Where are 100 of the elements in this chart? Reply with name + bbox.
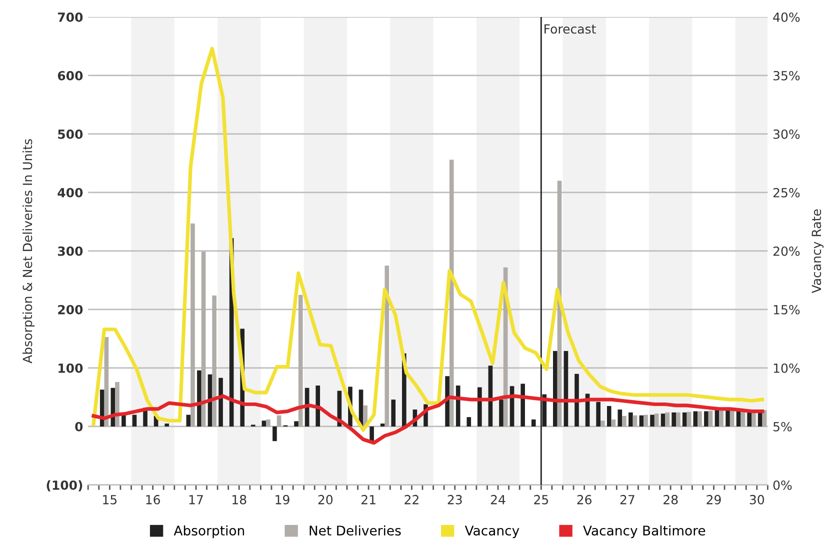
bar xyxy=(218,378,223,426)
bar xyxy=(110,388,116,426)
bar xyxy=(654,414,659,426)
bar xyxy=(708,410,713,426)
y-tick-label: 300 xyxy=(58,246,83,256)
y-tick-label: 600 xyxy=(58,70,83,80)
bar xyxy=(672,412,676,426)
bar xyxy=(186,414,191,426)
bar xyxy=(553,351,558,426)
x-tick-label: 16 xyxy=(146,494,160,504)
y-tick-label: 400 xyxy=(58,188,83,198)
bar xyxy=(628,412,633,426)
x-tick-label: 26 xyxy=(577,494,592,504)
bar xyxy=(276,415,282,426)
bar xyxy=(719,410,724,426)
bar xyxy=(294,421,298,426)
bar xyxy=(650,414,654,426)
bar xyxy=(611,419,616,426)
bar xyxy=(466,417,472,426)
x-tick-label: 22 xyxy=(404,494,418,504)
x-tick-label: 17 xyxy=(189,495,203,504)
y2-tick-label: 15% xyxy=(774,304,800,314)
bar xyxy=(682,412,687,426)
bar xyxy=(632,415,638,426)
bar xyxy=(698,411,702,426)
y2-tick-label: 35% xyxy=(774,70,800,80)
y-tick-label: 700 xyxy=(58,12,83,22)
bar xyxy=(164,424,169,426)
bar xyxy=(676,412,680,426)
y-tick-label: 100 xyxy=(58,363,83,373)
bar xyxy=(660,414,666,426)
bar xyxy=(606,406,612,426)
legend-label: Vacancy Baltimore xyxy=(583,525,706,538)
y-tick-label: (100) xyxy=(46,480,82,492)
bar xyxy=(596,402,600,426)
bar xyxy=(520,384,525,426)
bar xyxy=(190,223,195,426)
bar xyxy=(639,415,644,426)
bar xyxy=(212,295,216,426)
bar xyxy=(531,419,536,426)
bar xyxy=(132,414,137,426)
y2-tick-label: 10% xyxy=(774,363,800,373)
bar xyxy=(262,420,266,426)
y-tick-label: 200 xyxy=(58,304,83,314)
x-tick-label: 21 xyxy=(362,494,376,504)
y-axis-title: Absorption & Net Deliveries In Units xyxy=(22,139,35,364)
x-tick-label: 23 xyxy=(448,494,462,504)
y2-tick-label: 30% xyxy=(774,129,800,139)
bar xyxy=(478,387,482,426)
bar xyxy=(726,410,730,426)
bar xyxy=(618,410,622,426)
line-series xyxy=(92,46,764,432)
y2-tick-label: 5% xyxy=(774,422,792,432)
bar xyxy=(391,400,396,426)
bar xyxy=(272,426,277,442)
legend-label: Absorption xyxy=(174,525,244,538)
bar xyxy=(316,386,320,426)
bar xyxy=(456,386,460,426)
ref-line-label: Forecast xyxy=(544,24,596,34)
x-tick-label: 15 xyxy=(103,495,117,504)
bar xyxy=(197,370,202,426)
bar xyxy=(122,414,126,426)
x-tick-label: 30 xyxy=(750,494,764,504)
bar xyxy=(100,390,104,426)
y2-tick-label: 25% xyxy=(773,188,800,198)
x-tick-label: 25 xyxy=(534,494,548,504)
x-tick-label: 24 xyxy=(490,494,506,504)
bar xyxy=(115,382,120,426)
bar xyxy=(499,400,504,426)
bar xyxy=(714,410,720,426)
line-series xyxy=(92,394,764,445)
bar xyxy=(201,252,206,426)
bar xyxy=(380,424,385,426)
y2-tick-label: 0% xyxy=(773,480,792,490)
x-tick-label: 18 xyxy=(232,494,246,504)
bar xyxy=(266,419,270,426)
bar xyxy=(600,420,605,426)
legend-label: Net Deliveries xyxy=(310,525,401,536)
bar xyxy=(644,414,648,426)
bar xyxy=(449,160,454,426)
bar xyxy=(693,411,698,426)
bar xyxy=(574,374,579,426)
y2-tick-label: 20% xyxy=(773,246,800,256)
x-tick-label: 28 xyxy=(664,494,678,504)
bar xyxy=(445,376,450,426)
bar xyxy=(704,411,708,426)
y-tick-label: 500 xyxy=(58,129,83,139)
legend-label: Vacancy xyxy=(464,526,520,538)
y2-tick-label: 40% xyxy=(773,12,800,22)
x-tick-label: 20 xyxy=(318,494,333,504)
y-tick-label: 0 xyxy=(75,422,83,432)
x-tick-label: 27 xyxy=(620,494,634,504)
bar xyxy=(665,412,670,426)
x-tick-label: 19 xyxy=(276,494,290,504)
y2-axis-title: Vacancy Rate xyxy=(812,209,824,294)
bar xyxy=(298,294,303,426)
x-tick-label: 29 xyxy=(706,494,721,504)
bar xyxy=(686,412,692,426)
bar xyxy=(384,266,390,426)
bar xyxy=(622,416,626,426)
